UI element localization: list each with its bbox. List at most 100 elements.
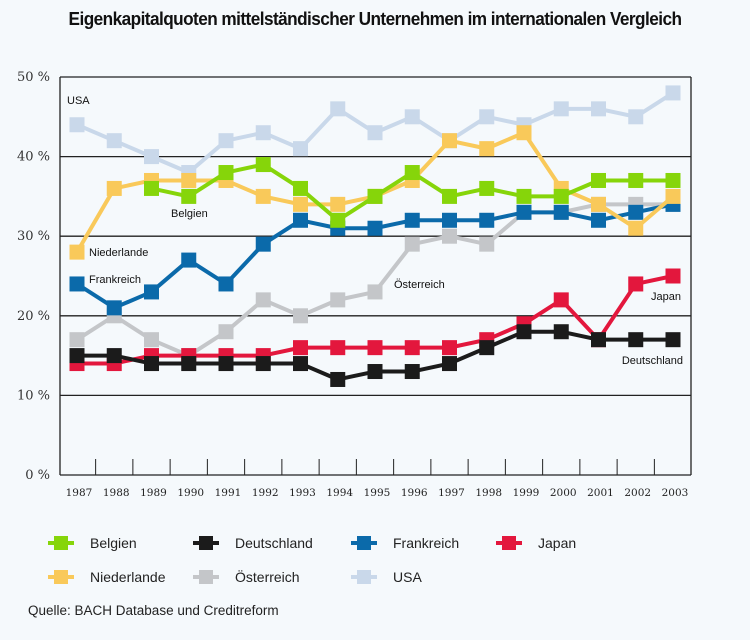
data-point-marker bbox=[628, 109, 644, 125]
data-point-marker bbox=[330, 371, 346, 387]
legend-item-japan: Japan bbox=[496, 535, 616, 551]
data-point-marker bbox=[293, 196, 308, 212]
data-point-marker bbox=[367, 340, 383, 356]
legend-label: Belgien bbox=[90, 535, 137, 551]
legend-swatch-icon bbox=[48, 536, 74, 550]
data-point-marker bbox=[516, 204, 532, 220]
y-tick-label: 10 % bbox=[17, 388, 50, 403]
data-point-marker bbox=[516, 125, 532, 141]
x-tick-label: 1993 bbox=[289, 487, 316, 499]
data-point-marker bbox=[367, 284, 383, 300]
data-point-marker bbox=[404, 109, 420, 125]
data-point-marker bbox=[144, 332, 159, 348]
legend: Belgien Deutschland Frankreich Japan Nie… bbox=[48, 526, 708, 594]
data-point-marker bbox=[144, 356, 159, 372]
x-tick-label: 1988 bbox=[103, 487, 130, 499]
data-point-marker bbox=[404, 236, 420, 252]
legend-label: Japan bbox=[538, 535, 577, 551]
legend-swatch-icon bbox=[496, 536, 522, 550]
legend-swatch-icon bbox=[351, 536, 377, 550]
x-tick-label: 2000 bbox=[550, 487, 577, 499]
series-label: USA bbox=[67, 95, 90, 107]
legend-row: Belgien Deutschland Frankreich Japan bbox=[48, 526, 708, 560]
data-point-marker bbox=[106, 133, 122, 149]
x-tick-label: 1995 bbox=[364, 487, 391, 499]
series-label: Niederlande bbox=[89, 247, 148, 259]
x-tick-label: 1992 bbox=[252, 487, 279, 499]
data-point-marker bbox=[479, 212, 495, 228]
series-label: Frankreich bbox=[89, 274, 141, 286]
data-point-marker bbox=[479, 180, 495, 196]
source-note: Quelle: BACH Database und Creditreform bbox=[28, 603, 279, 618]
x-tick-label: 2003 bbox=[662, 487, 689, 499]
data-point-marker bbox=[628, 276, 644, 292]
data-point-marker bbox=[144, 149, 159, 165]
data-point-marker bbox=[591, 196, 606, 212]
data-point-marker bbox=[665, 85, 681, 101]
data-point-marker bbox=[106, 300, 122, 316]
y-tick-label: 30 % bbox=[17, 229, 50, 244]
data-point-marker bbox=[442, 188, 457, 204]
x-tick-label: 1994 bbox=[326, 487, 353, 499]
data-point-marker bbox=[218, 356, 234, 372]
data-point-marker bbox=[69, 244, 85, 260]
data-point-marker bbox=[255, 292, 271, 308]
data-point-marker bbox=[367, 188, 383, 204]
data-point-marker bbox=[628, 220, 644, 236]
series-usa bbox=[69, 85, 681, 181]
data-point-marker bbox=[218, 133, 234, 149]
data-point-marker bbox=[293, 180, 308, 196]
data-point-marker bbox=[591, 172, 606, 188]
data-point-marker bbox=[479, 340, 495, 356]
data-point-marker bbox=[144, 284, 159, 300]
x-tick-label: 1991 bbox=[215, 487, 242, 499]
y-tick-label: 0 % bbox=[25, 468, 50, 483]
data-point-marker bbox=[255, 125, 271, 141]
series-label: Deutschland bbox=[622, 355, 683, 367]
data-point-marker bbox=[330, 101, 346, 117]
data-point-marker bbox=[181, 252, 197, 268]
data-point-marker bbox=[404, 212, 420, 228]
data-point-marker bbox=[404, 165, 420, 181]
data-point-marker bbox=[330, 196, 346, 212]
data-point-marker bbox=[665, 188, 681, 204]
data-point-marker bbox=[255, 157, 271, 173]
data-point-marker bbox=[516, 324, 532, 340]
x-tick-label: 1990 bbox=[177, 487, 204, 499]
data-point-marker bbox=[479, 109, 495, 125]
series-label: Japan bbox=[651, 291, 681, 303]
x-tick-label: 1996 bbox=[401, 487, 428, 499]
series-deutschland bbox=[69, 324, 681, 387]
data-point-marker bbox=[553, 292, 569, 308]
legend-swatch-icon bbox=[193, 536, 219, 550]
data-point-marker bbox=[293, 212, 308, 228]
data-point-marker bbox=[293, 356, 308, 372]
x-tick-label: 1999 bbox=[513, 487, 540, 499]
legend-item-oesterreich: Österreich bbox=[193, 569, 351, 585]
data-point-marker bbox=[665, 332, 681, 348]
data-point-marker bbox=[665, 268, 681, 284]
data-point-marker bbox=[330, 212, 346, 228]
data-point-marker bbox=[367, 220, 383, 236]
data-point-marker bbox=[628, 204, 644, 220]
data-point-marker bbox=[553, 188, 569, 204]
data-point-marker bbox=[591, 101, 606, 117]
data-point-marker bbox=[404, 364, 420, 380]
data-point-marker bbox=[106, 180, 122, 196]
legend-label: USA bbox=[393, 569, 422, 585]
data-point-marker bbox=[106, 348, 122, 364]
legend-swatch-icon bbox=[48, 570, 74, 584]
data-point-marker bbox=[367, 125, 383, 141]
data-point-marker bbox=[628, 172, 644, 188]
y-tick-label: 40 % bbox=[17, 150, 50, 165]
data-point-marker bbox=[516, 188, 532, 204]
legend-label: Frankreich bbox=[393, 535, 460, 551]
data-point-marker bbox=[404, 340, 420, 356]
data-point-marker bbox=[293, 308, 308, 324]
series-label: Österreich bbox=[394, 279, 445, 291]
y-tick-label: 50 % bbox=[17, 70, 50, 85]
data-point-marker bbox=[181, 188, 197, 204]
data-point-marker bbox=[69, 332, 85, 348]
series-belgien bbox=[144, 157, 681, 228]
grid-layer bbox=[60, 76, 691, 476]
